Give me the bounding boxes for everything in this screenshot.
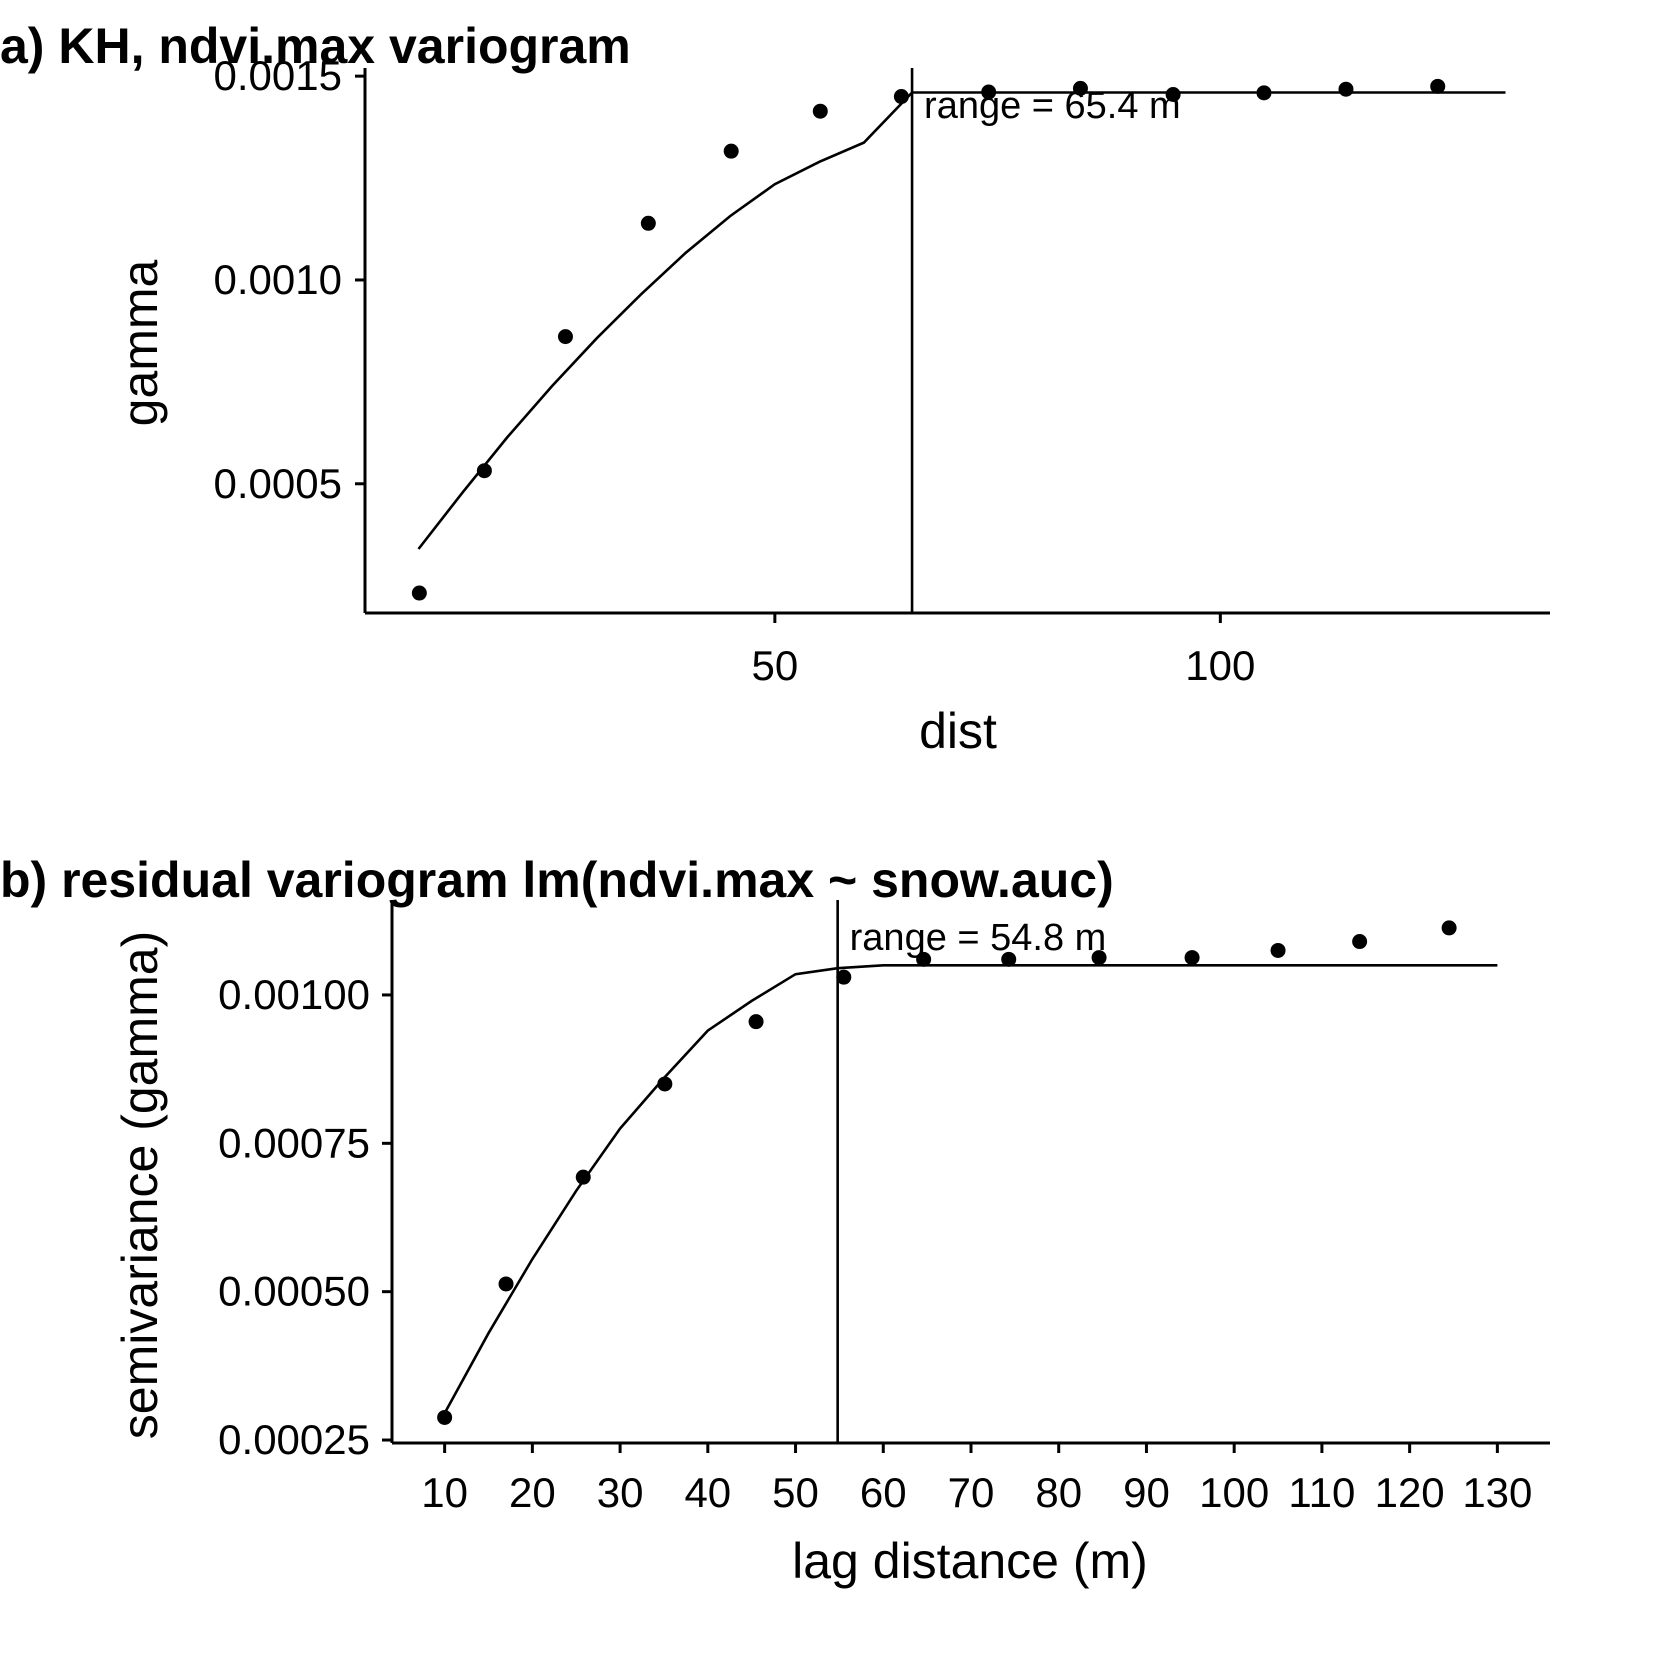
panel-a-semivariance-point — [812, 103, 828, 119]
panel-a-semivariance-point — [723, 143, 739, 159]
panel-a-semivariance-point — [1165, 86, 1181, 102]
panel-b-semivariance-point — [1441, 920, 1457, 936]
panel-b-x-tick-label: 60 — [860, 1469, 907, 1516]
panel-b-x-tick-label: 40 — [684, 1469, 731, 1516]
panel-b-semivariance-point — [575, 1169, 591, 1185]
panel-b-semivariance-point — [1001, 951, 1017, 967]
panel-a-x-tick-label: 50 — [751, 642, 798, 689]
panel-b-semivariance-point — [1091, 950, 1107, 966]
panel-b-x-tick-label: 20 — [509, 1469, 556, 1516]
panel-b-plot-area: 0.00025 0.00050 0.00075 0.00100 10 20 30 40 50 60… — [218, 900, 1550, 1516]
panel-b-x-axis-label: lag distance (m) — [792, 1533, 1148, 1589]
panel-a-semivariance-point — [1338, 81, 1354, 97]
panel-a-x-tick-label: 100 — [1185, 642, 1255, 689]
panel-b-semivariance-point — [748, 1014, 764, 1030]
panel-a-semivariance-point — [411, 585, 427, 601]
panel-a-model-fit-line — [417, 91, 1506, 550]
panel-a-x-axis-label: dist — [919, 703, 997, 759]
panel-a-range-label: range = 65.4 m — [924, 85, 1181, 127]
panel-b-semivariance-point — [836, 969, 852, 985]
panel-b-semivariance-point — [1270, 942, 1286, 958]
panel-b: b) residual variogram lm(ndvi.max ~ snow… — [0, 852, 1550, 1589]
panel-a-semivariance-point — [557, 329, 573, 345]
panel-a: a) KH, ndvi.max variogram gamma dist 0.0… — [0, 18, 1550, 759]
panel-a-semivariance-point — [981, 84, 997, 100]
panel-a-y-tick-label: 0.0010 — [214, 256, 342, 303]
panel-a-plot-area: 0.0005 0.0010 0.0015 50 100 range = 65.4 m — [214, 52, 1550, 689]
panel-b-y-tick-label: 0.00050 — [218, 1268, 370, 1315]
panel-a-semivariance-point — [1256, 85, 1272, 101]
panel-b-x-tick-label: 30 — [597, 1469, 644, 1516]
panel-b-semivariance-point — [437, 1409, 453, 1425]
panel-a-semivariance-point — [476, 463, 492, 479]
panel-b-y-tick-label: 0.00025 — [218, 1416, 370, 1463]
panel-b-x-tick-label: 70 — [948, 1469, 995, 1516]
panel-b-x-tick-label: 120 — [1375, 1469, 1445, 1516]
panel-b-semivariance-point — [657, 1076, 673, 1092]
panel-b-x-tick-label: 100 — [1199, 1469, 1269, 1516]
panel-b-range-label: range = 54.8 m — [850, 917, 1107, 959]
panel-a-semivariance-point — [1430, 78, 1446, 94]
panel-a-y-tick-label: 0.0015 — [214, 52, 342, 99]
panel-a-title: a) KH, ndvi.max variogram — [0, 18, 631, 74]
panel-b-y-tick-label: 0.00100 — [218, 971, 370, 1018]
panel-b-title: b) residual variogram lm(ndvi.max ~ snow… — [0, 852, 1114, 908]
panel-b-x-tick-label: 10 — [421, 1469, 468, 1516]
panel-a-y-axis-label: gamma — [112, 259, 168, 426]
panel-b-semivariance-point — [498, 1276, 514, 1292]
panel-b-semivariance-point — [1184, 950, 1200, 966]
panel-b-x-tick-label: 110 — [1288, 1469, 1355, 1516]
panel-b-x-tick-label: 130 — [1462, 1469, 1532, 1516]
panel-b-y-tick-label: 0.00075 — [218, 1119, 370, 1166]
panel-b-semivariance-point — [1352, 934, 1368, 950]
panel-b-x-tick-label: 80 — [1035, 1469, 1082, 1516]
panel-b-x-tick-label: 50 — [772, 1469, 819, 1516]
panel-b-model-fit-line — [443, 963, 1498, 1414]
panel-a-y-tick-label: 0.0005 — [214, 460, 342, 507]
panel-b-semivariance-point — [916, 951, 932, 967]
panel-a-semivariance-point — [1072, 80, 1088, 96]
panel-b-x-tick-label: 90 — [1123, 1469, 1170, 1516]
panel-a-semivariance-point — [893, 89, 909, 105]
panel-b-y-axis-label: semivariance (gamma) — [112, 931, 168, 1439]
panel-a-semivariance-point — [640, 215, 656, 231]
